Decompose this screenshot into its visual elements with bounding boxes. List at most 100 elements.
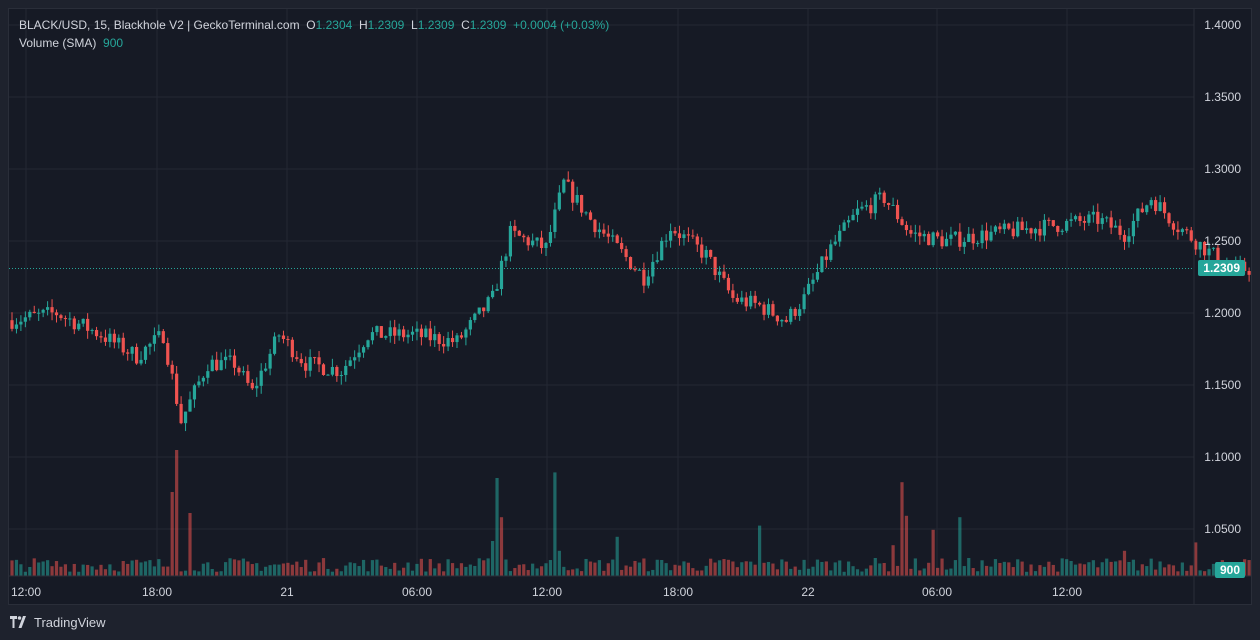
candle-body — [655, 260, 659, 262]
tradingview-attribution[interactable]: TradingView — [10, 612, 106, 632]
volume-bar — [588, 561, 593, 576]
candle-body — [851, 214, 855, 221]
volume-bar — [1073, 564, 1078, 576]
volume-bar — [735, 567, 739, 576]
volume-bar — [19, 564, 23, 576]
candle-body — [553, 209, 557, 232]
candle-body — [1162, 202, 1167, 214]
volume-bar — [290, 564, 294, 576]
volume-label: Volume (SMA) — [19, 36, 97, 50]
candle-body — [1100, 218, 1104, 224]
candle-body — [993, 226, 998, 232]
candle-body — [366, 340, 370, 348]
volume-bar — [397, 570, 401, 576]
candle-body — [375, 326, 379, 333]
volume-bar — [1051, 564, 1055, 576]
candle-body — [250, 382, 254, 389]
candle-body — [272, 336, 277, 354]
volume-bar — [1180, 562, 1184, 576]
volume-bar — [406, 562, 410, 576]
volume-bar — [522, 564, 526, 576]
candle-body — [811, 279, 815, 284]
candle-body — [869, 205, 873, 214]
volume-bar — [1211, 563, 1216, 576]
candle-body — [424, 328, 428, 338]
candle-body — [192, 385, 197, 400]
candle-body — [344, 365, 348, 376]
candle-body — [526, 237, 530, 246]
candle-body — [90, 330, 94, 332]
volume-bar — [758, 525, 762, 576]
candle-body — [433, 334, 437, 341]
time-tick-label: 06:00 — [922, 585, 952, 599]
candlestick-chart[interactable]: 1.4000 1.3500 1.3000 1.2500 1.2000 1.1500 1.10… — [9, 9, 1251, 604]
candle-body — [1060, 230, 1064, 232]
volume-bar — [887, 571, 891, 576]
candle-body — [584, 212, 588, 214]
candle-body — [878, 192, 882, 195]
volume-bar — [651, 569, 655, 576]
candle-body — [775, 315, 779, 322]
volume-bar — [1100, 562, 1104, 576]
candle-body — [709, 249, 713, 257]
candle-body — [166, 343, 170, 365]
candle-body — [361, 347, 366, 353]
candle-body — [976, 243, 980, 245]
candle-body — [664, 240, 668, 242]
candle-body — [1007, 223, 1011, 229]
candle-body — [317, 357, 321, 365]
candle-body — [575, 195, 579, 203]
volume-bar — [68, 571, 72, 576]
volume-bar — [1198, 570, 1202, 576]
chart-legend-ohlc: BLACK/USD, 15, Blackhole V2 | GeckoTermi… — [19, 18, 609, 32]
candle-body — [121, 337, 125, 353]
volume-bar — [508, 571, 512, 576]
candle-body — [77, 323, 81, 330]
candle-body — [215, 359, 219, 371]
candle-body — [1158, 202, 1162, 212]
volume-bar — [655, 559, 659, 576]
volume-bar — [704, 565, 708, 576]
volume-bar — [851, 566, 855, 576]
volume-bar — [366, 571, 370, 576]
candle-body — [442, 343, 446, 347]
volume-bar — [86, 564, 90, 576]
chart-panel[interactable]: 1.4000 1.3500 1.3000 1.2500 1.2000 1.1500 1.10… — [8, 8, 1252, 605]
symbol-title: BLACK/USD, 15, Blackhole V2 | GeckoTermi… — [19, 18, 300, 32]
volume-bar — [1056, 571, 1060, 576]
candle-body — [922, 233, 926, 237]
volume-bar — [1176, 571, 1180, 576]
candle-body — [588, 212, 593, 220]
candle-body — [348, 360, 352, 366]
candle-body — [335, 366, 339, 377]
volume-bar — [468, 564, 472, 576]
volume-bar — [459, 563, 464, 576]
close-value: 1.2309 — [469, 18, 507, 32]
volume-bar — [1011, 567, 1015, 576]
volume-bar — [370, 560, 375, 576]
candle-body — [450, 338, 455, 343]
candle-body — [962, 241, 966, 247]
volume-bar — [321, 558, 326, 576]
volume-bar — [642, 558, 646, 576]
volume-bar — [117, 571, 121, 576]
tradingview-logo-icon — [10, 616, 26, 628]
time-tick-label: 06:00 — [402, 585, 432, 599]
candle-body — [170, 364, 174, 374]
candle-body — [183, 411, 188, 424]
volume-bar — [219, 571, 223, 576]
volume-bar — [895, 565, 900, 576]
volume-bar — [593, 562, 597, 576]
candle-body — [41, 309, 45, 313]
high-label: H — [358, 18, 368, 32]
volume-bar — [802, 559, 806, 576]
volume-bar — [1122, 550, 1127, 576]
candle-body — [669, 230, 673, 241]
candle-body — [606, 233, 610, 237]
volume-bar — [353, 563, 357, 576]
volume-bar — [909, 568, 913, 576]
candle-body — [1136, 208, 1140, 221]
price-axis: 1.4000 1.3500 1.3000 1.2500 1.2000 1.1500 1.10… — [1204, 18, 1241, 536]
volume-bar — [504, 559, 508, 576]
volume-bar — [513, 568, 517, 576]
